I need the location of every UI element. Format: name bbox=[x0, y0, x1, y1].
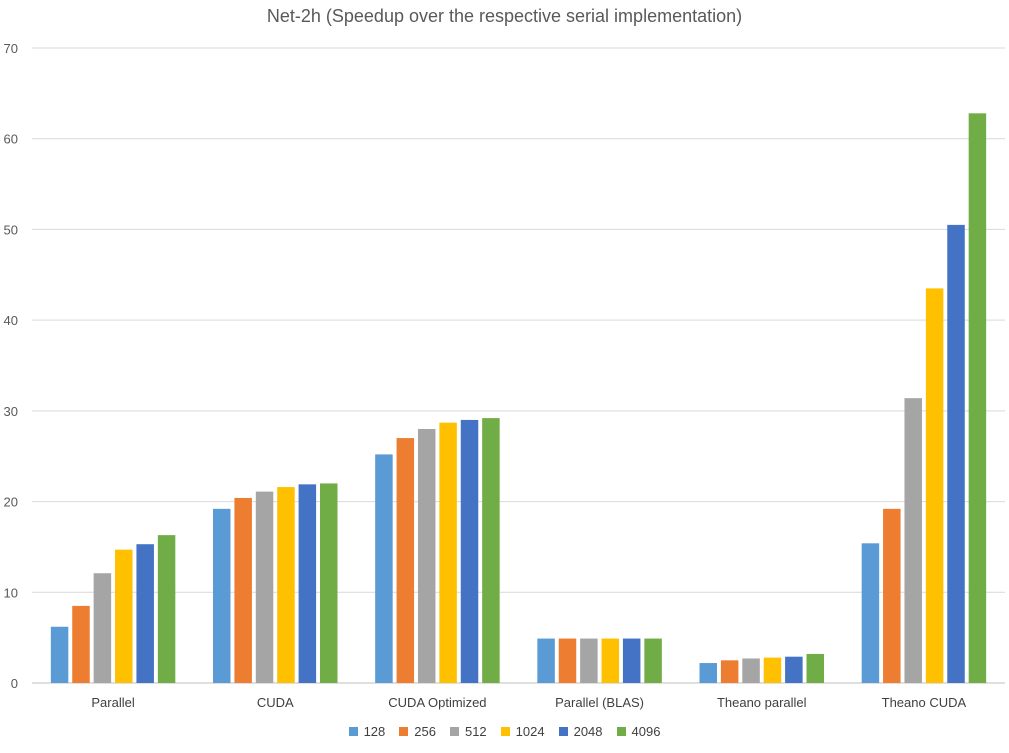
bar-256 bbox=[558, 638, 577, 683]
bar-4096 bbox=[157, 535, 176, 683]
y-tick-label: 0 bbox=[11, 676, 18, 691]
bar-256 bbox=[234, 497, 252, 683]
legend-label: 1024 bbox=[515, 724, 545, 739]
legend-item: 1024 bbox=[500, 724, 545, 739]
y-tick-label: 10 bbox=[4, 585, 18, 600]
bar-512 bbox=[255, 491, 274, 683]
gridlines bbox=[32, 47, 1005, 684]
bar-2048 bbox=[136, 544, 154, 683]
bar-4096 bbox=[482, 418, 500, 683]
legend-label: 2048 bbox=[573, 724, 603, 739]
bar-2048 bbox=[298, 484, 317, 683]
y-tick-label: 50 bbox=[4, 222, 18, 237]
y-tick-label: 30 bbox=[4, 404, 18, 419]
x-tick-label: Theano parallel bbox=[717, 695, 807, 710]
legend-label: 512 bbox=[464, 724, 487, 739]
legend-swatch bbox=[558, 727, 568, 736]
x-tick-label: CUDA bbox=[257, 695, 294, 710]
bar-512 bbox=[417, 429, 436, 683]
bar-1024 bbox=[763, 657, 782, 683]
x-tick-label: Theano CUDA bbox=[882, 695, 967, 710]
bar-2048 bbox=[947, 224, 965, 683]
y-tick-label: 40 bbox=[4, 313, 18, 328]
x-tick-label: CUDA Optimized bbox=[388, 695, 486, 710]
bar-128 bbox=[50, 626, 69, 683]
legend-swatch bbox=[348, 727, 358, 736]
chart-title: Net-2h (Speedup over the respective seri… bbox=[266, 6, 743, 26]
legend-label: 128 bbox=[363, 724, 386, 739]
bar-512 bbox=[580, 638, 598, 683]
bar-2048 bbox=[622, 638, 641, 683]
bar-256 bbox=[883, 508, 901, 683]
x-tick-label: Parallel (BLAS) bbox=[555, 695, 644, 710]
legend-item: 512 bbox=[449, 724, 487, 739]
legend-label: 4096 bbox=[631, 724, 661, 739]
bar-256 bbox=[396, 438, 415, 683]
bar-512 bbox=[904, 398, 922, 683]
bar-1024 bbox=[115, 549, 133, 683]
legend-swatch bbox=[399, 727, 409, 736]
legend: 128 256 512 1024 2048 4096 bbox=[0, 724, 1009, 739]
legend-item: 256 bbox=[399, 724, 436, 739]
bar-4096 bbox=[806, 653, 824, 683]
bars bbox=[50, 113, 987, 684]
legend-swatch bbox=[449, 727, 459, 736]
x-axis-ticks: Parallel CUDA CUDA Optimized Parallel (BLAS… bbox=[91, 695, 966, 710]
bar-512 bbox=[93, 573, 112, 683]
legend-swatch bbox=[616, 727, 626, 736]
bar-2048 bbox=[460, 419, 479, 683]
bar-4096 bbox=[644, 638, 662, 683]
bar-128 bbox=[375, 454, 393, 683]
bar-1024 bbox=[925, 288, 944, 683]
x-tick-label: Parallel bbox=[91, 695, 134, 710]
y-tick-label: 70 bbox=[4, 41, 18, 56]
y-axis-ticks: 0 10 20 30 40 50 60 70 bbox=[4, 41, 18, 691]
bar-128 bbox=[213, 508, 231, 683]
bar-256 bbox=[72, 605, 90, 683]
bar-128 bbox=[699, 663, 717, 683]
y-tick-label: 60 bbox=[4, 132, 18, 147]
bar-4096 bbox=[320, 483, 338, 683]
bar-512 bbox=[742, 658, 760, 683]
bar-128 bbox=[537, 638, 555, 683]
bar-1024 bbox=[601, 638, 620, 683]
bar-256 bbox=[720, 660, 739, 683]
y-tick-label: 20 bbox=[4, 495, 18, 510]
bar-2048 bbox=[785, 656, 803, 683]
bar-1024 bbox=[439, 422, 457, 683]
legend-label: 256 bbox=[414, 724, 436, 739]
bar-1024 bbox=[277, 487, 295, 683]
legend-item: 4096 bbox=[616, 724, 661, 739]
legend-item: 128 bbox=[348, 724, 386, 739]
bar-128 bbox=[861, 543, 880, 683]
bar-4096 bbox=[968, 113, 987, 684]
legend-item: 2048 bbox=[558, 724, 603, 739]
legend-swatch bbox=[500, 727, 510, 736]
